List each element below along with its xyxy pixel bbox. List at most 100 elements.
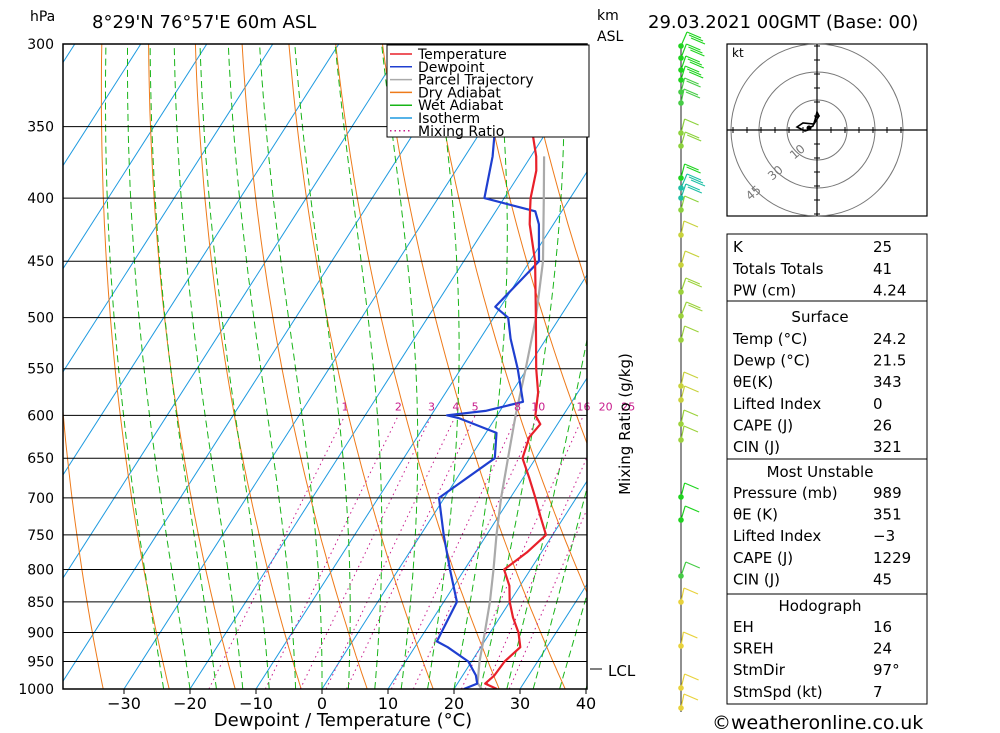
index-value: 321 (873, 438, 902, 456)
index-label: CIN (J) (733, 570, 780, 588)
pressure-tick-label: 450 (27, 254, 54, 270)
dry-adiabat-line (63, 406, 104, 689)
wind-barb-flag (686, 134, 702, 142)
wind-barb-flag (688, 34, 704, 42)
index-label: Dewp (°C) (733, 352, 810, 370)
wind-barb-flag (687, 58, 703, 66)
mixing-ratio-label: 25 (621, 400, 635, 413)
wet-adiabat-line (105, 44, 165, 689)
index-value: 0 (873, 395, 883, 413)
isotherm-line (63, 44, 340, 476)
wind-barb-shaft (680, 55, 687, 71)
index-section-title: Surface (791, 308, 848, 326)
wind-barb-shaft (680, 65, 686, 81)
wind-barb-shaft (680, 325, 686, 341)
index-label: Pressure (mb) (733, 484, 838, 502)
hodograph-unit: kt (732, 46, 744, 60)
wind-barb-flag (683, 409, 699, 417)
index-value: 24 (873, 640, 892, 658)
wind-barb-shaft (680, 118, 686, 134)
temperature-tick-label: 0 (317, 694, 327, 713)
index-value: 21.5 (873, 352, 906, 370)
wind-barb-shaft (680, 31, 688, 47)
wind-barb-flag (688, 46, 703, 54)
mixing-ratio-axis-title: Mixing Ratio (g/kg) (616, 353, 634, 495)
wind-barb-flag (686, 301, 701, 309)
mixing-ratio-line (325, 415, 457, 689)
wind-barb-flag (685, 55, 701, 63)
wind-barb-shaft (680, 631, 684, 647)
wind-barb-shaft (680, 195, 686, 211)
wind-barb-shaft (680, 482, 686, 498)
wind-barb-flag (686, 166, 701, 174)
wind-barb-shaft (680, 371, 685, 387)
wind-barb-flag (685, 277, 701, 285)
wind-barb-shaft (680, 163, 686, 179)
wind-barb-shaft (680, 183, 687, 199)
wind-barb-flag (684, 385, 699, 393)
temperature-tick-label: −30 (107, 694, 141, 713)
wind-barb-flag (686, 173, 702, 181)
mixing-ratio-label: 4 (452, 400, 459, 413)
wind-barb-flag (687, 280, 703, 288)
dry-adiabat-line (944, 44, 1000, 689)
temperature-axis: −30 −20 −10 0 10 20 30 40 (107, 689, 596, 713)
index-label: CAPE (J) (733, 549, 793, 567)
temperature-profile (484, 44, 548, 689)
wind-barb-flag (688, 176, 704, 184)
wind-barb-flag (684, 163, 699, 171)
hodograph-trace (795, 109, 820, 132)
pressure-tick-label: 900 (27, 626, 54, 642)
legend-label: Dry Adiabat (418, 85, 501, 101)
index-label: Temp (°C) (732, 330, 807, 348)
wind-barb-shaft (680, 43, 687, 59)
index-label: StmSpd (kt) (733, 683, 823, 701)
wet-adiabat-line (334, 44, 383, 689)
isobar-lines (63, 44, 587, 689)
x-axis-title: Dewpoint / Temperature (°C) (214, 710, 472, 731)
location-title: 8°29'N 76°57'E 60m ASL (92, 12, 316, 33)
index-value: 24.2 (873, 330, 906, 348)
hodograph-storm-motion (806, 125, 812, 131)
pressure-unit: hPa (30, 9, 55, 25)
wind-barb-flag (689, 61, 705, 69)
isotherm-line (63, 44, 406, 579)
wet-adiabat-line (259, 44, 323, 689)
isotherm-line (63, 44, 274, 373)
wet-adiabat-line (532, 486, 587, 689)
datetime-label: 29.03.2021 00GMT (Base: 00) (648, 12, 918, 33)
index-value: 41 (873, 260, 892, 278)
pressure-tick-label: 1000 (18, 682, 54, 698)
wind-barb-flag (688, 71, 704, 79)
legend-label: Parcel Trajectory (418, 73, 534, 89)
pressure-axis: 300 350 400 450 500 550 600 650 700 750 800 850 900 9… (18, 37, 54, 698)
wind-barb-shaft (680, 425, 685, 441)
legend-label: Temperature (417, 47, 507, 63)
wind-barb-flag (684, 250, 700, 258)
pressure-tick-label: 750 (27, 528, 54, 544)
isotherm-line (255, 170, 587, 689)
wind-barb-flag (688, 304, 703, 312)
isotherm-line (189, 67, 587, 689)
dry-adiabat-line (288, 44, 434, 689)
index-label: Totals Totals (732, 260, 824, 278)
wind-barb-flag (684, 65, 700, 73)
pressure-tick-label: 500 (27, 311, 54, 327)
indices-panel: K 25 Totals Totals 41 PW (cm) 4.24 Surface Temp… (726, 233, 928, 705)
index-value: 7 (873, 683, 883, 701)
lcl-label: LCL (608, 662, 636, 680)
wind-barb-flag (684, 118, 699, 126)
mixing-ratio-lines (208, 415, 587, 689)
mixing-ratio-label: 5 (472, 400, 479, 413)
pressure-tick-label: 800 (27, 562, 54, 578)
wind-barb-flag (685, 91, 701, 99)
wet-adiabat-line (127, 44, 191, 689)
mixing-ratio-label: 20 (599, 400, 613, 413)
wind-barb-shaft (680, 131, 686, 147)
wet-adiabat-line (559, 593, 587, 689)
wind-barb-shaft (680, 561, 687, 577)
wind-barb-shaft (680, 77, 686, 93)
isotherm-line (387, 377, 587, 689)
wet-adiabat-line (294, 44, 351, 689)
legend-label: Wet Adiabat (418, 98, 504, 114)
